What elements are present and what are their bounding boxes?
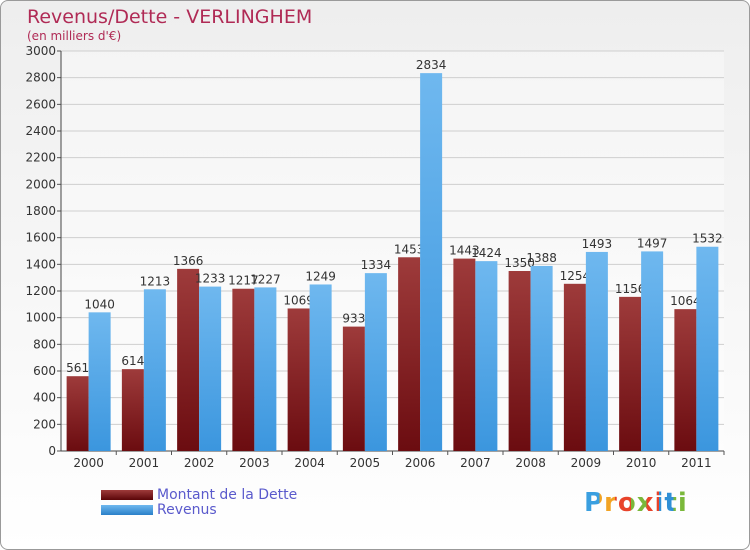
bar-debt	[66, 376, 89, 451]
y-tick-label: 1200	[25, 284, 56, 298]
x-tick-label: 2006	[405, 456, 436, 470]
y-tick-label: 3000	[25, 44, 56, 58]
x-tick-label: 2003	[239, 456, 270, 470]
y-tick-label: 0	[48, 444, 56, 458]
x-tick-label: 2010	[626, 456, 657, 470]
data-label: 1493	[582, 237, 613, 251]
data-label: 561	[66, 361, 89, 375]
y-tick-label: 1400	[25, 257, 56, 271]
legend-label-revenue: Revenus	[157, 502, 217, 518]
y-tick-label: 1000	[25, 311, 56, 325]
bar-revenue	[420, 73, 443, 451]
data-label: 1334	[361, 258, 392, 272]
data-label: 1040	[84, 297, 115, 311]
bar-debt	[619, 296, 642, 451]
x-tick-label: 2008	[515, 456, 546, 470]
bar-revenue	[641, 251, 664, 451]
data-label: 1233	[195, 272, 226, 286]
data-label: 1453	[394, 242, 425, 256]
data-label: 1254	[560, 269, 591, 283]
logo-text: Proxiti	[584, 488, 688, 518]
legend-swatch-debt	[101, 490, 153, 500]
y-tick-label: 600	[33, 364, 56, 378]
y-tick-label: 1600	[25, 231, 56, 245]
bar-debt	[508, 271, 531, 451]
bar-revenue	[364, 273, 387, 451]
x-tick-label: 2002	[184, 456, 215, 470]
data-label: 1443	[449, 244, 480, 258]
y-tick-label: 2400	[25, 124, 56, 138]
bar-revenue	[199, 286, 222, 451]
data-label: 1497	[637, 236, 668, 250]
data-label: 1350	[504, 256, 535, 270]
bar-revenue	[696, 246, 719, 451]
y-tick-label: 200	[33, 417, 56, 431]
bar-debt	[563, 283, 586, 451]
y-tick-label: 2200	[25, 151, 56, 165]
data-label: 1217	[228, 274, 259, 288]
y-tick-label: 2000	[25, 177, 56, 191]
bar-debt	[121, 369, 144, 451]
data-label: 1213	[140, 274, 171, 288]
data-label: 933	[342, 312, 365, 326]
bar-debt	[453, 258, 476, 451]
bar-revenue	[143, 289, 166, 451]
bar-revenue	[475, 261, 498, 451]
bar-debt	[232, 288, 255, 451]
data-label: 1069	[283, 293, 314, 307]
bar-debt	[287, 308, 310, 451]
x-tick-label: 2009	[571, 456, 602, 470]
x-tick-label: 2000	[73, 456, 104, 470]
chart-subtitle: (en milliers d'€)	[27, 29, 122, 43]
proxiti-logo: Proxiti	[584, 488, 688, 518]
y-tick-label: 2600	[25, 97, 56, 111]
x-tick-label: 2011	[681, 456, 712, 470]
legend-label-debt: Montant de la Dette	[157, 487, 298, 503]
data-label: 1366	[173, 254, 204, 268]
bar-debt	[398, 257, 421, 451]
bar-revenue	[309, 284, 332, 451]
chart-title: Revenus/Dette - VERLINGHEM	[27, 6, 313, 28]
data-label: 2834	[416, 58, 447, 72]
bar-debt	[674, 309, 697, 451]
data-label: 1249	[305, 269, 336, 283]
data-label: 1156	[615, 282, 646, 296]
x-tick-label: 2004	[294, 456, 325, 470]
x-tick-label: 2007	[460, 456, 491, 470]
data-label: 614	[121, 354, 144, 368]
y-tick-label: 400	[33, 391, 56, 405]
y-tick-label: 800	[33, 337, 56, 351]
bar-revenue	[88, 312, 111, 451]
y-tick-label: 2800	[25, 71, 56, 85]
bar-revenue	[530, 265, 553, 451]
legend-swatch-revenue	[101, 505, 153, 515]
x-tick-label: 2005	[350, 456, 381, 470]
y-tick-label: 1800	[25, 204, 56, 218]
data-label: 1064	[670, 294, 701, 308]
bar-debt	[177, 268, 200, 451]
x-tick-label: 2001	[129, 456, 160, 470]
data-label: 1424	[471, 246, 502, 260]
plot-area	[61, 51, 724, 451]
data-label: 1227	[250, 272, 281, 286]
data-label: 1388	[526, 251, 557, 265]
bar-revenue	[254, 287, 277, 451]
bar-debt	[342, 326, 365, 451]
bar-revenue	[585, 251, 608, 451]
data-label: 1532	[692, 232, 723, 246]
